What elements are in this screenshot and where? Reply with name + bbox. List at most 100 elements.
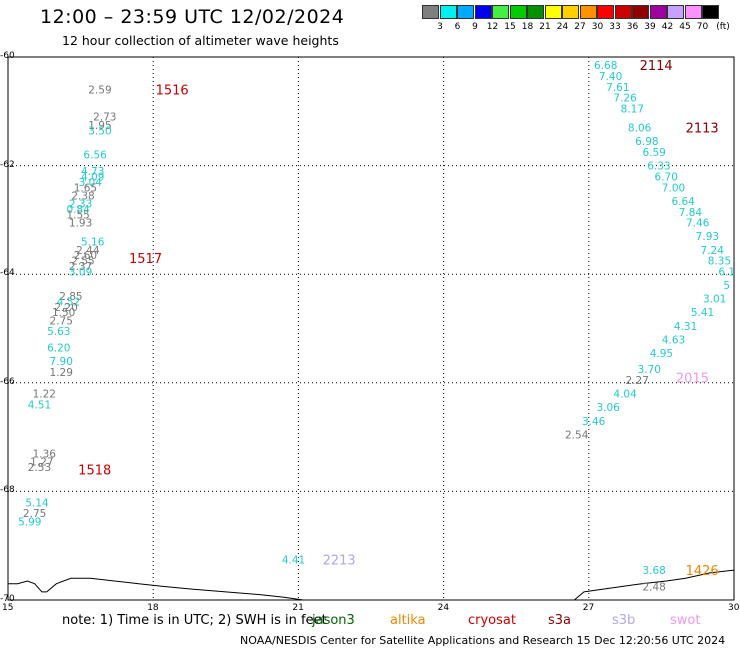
wave-height-label: 1.95 bbox=[88, 120, 111, 132]
wave-height-label: 2.59 bbox=[88, 85, 111, 97]
colorbar-tick: 6 bbox=[454, 22, 461, 32]
wave-height-label: 2.55 bbox=[71, 256, 94, 268]
wave-height-label: 2.53 bbox=[28, 462, 51, 474]
legend-item-altika: altika bbox=[390, 613, 426, 628]
wave-height-label: 3.06 bbox=[596, 402, 620, 414]
pass-time-label: 2113 bbox=[686, 122, 719, 137]
colorbar-tick: 42 bbox=[661, 22, 674, 32]
colorbar-cell bbox=[597, 5, 614, 19]
wave-height-label: 7.84 bbox=[679, 207, 703, 219]
wave-height-label: 7.24 bbox=[701, 245, 725, 257]
wave-height-label: 7.90 bbox=[50, 356, 73, 368]
colorbar-tick: 24 bbox=[556, 22, 569, 32]
wave-height-label: 5.41 bbox=[691, 307, 714, 319]
wave-height-label: 4.09 bbox=[81, 171, 104, 183]
wave-height-label: 8.35 bbox=[708, 256, 731, 268]
pass-time-label: 1517 bbox=[129, 252, 162, 267]
wave-height-label: 6.98 bbox=[635, 136, 658, 148]
wave-height-label: 1.27 bbox=[30, 457, 53, 469]
wave-height-label: 1.36 bbox=[33, 448, 57, 460]
wave-height-label: 2.85 bbox=[59, 291, 82, 303]
wave-height-label: 2.75 bbox=[50, 315, 73, 327]
wave-height-label: 5.99 bbox=[18, 516, 41, 528]
wave-height-label: 4.63 bbox=[662, 334, 685, 346]
map-subtitle: 12 hour collection of altimeter wave hei… bbox=[62, 33, 339, 48]
latitude-tick-label: -60 bbox=[0, 51, 15, 61]
longitude-tick-label: 21 bbox=[292, 603, 304, 613]
wave-height-label: 4.04 bbox=[613, 389, 637, 401]
wave-height-label: 5.16 bbox=[81, 237, 105, 249]
wave-height-label: 1.50 bbox=[52, 307, 75, 319]
wave-height-label: 3.04 bbox=[79, 177, 103, 189]
wave-height-label: 6.59 bbox=[642, 147, 665, 159]
wave-height-label: 2.75 bbox=[23, 508, 46, 520]
wave-height-label: 7.61 bbox=[606, 82, 629, 94]
pass-time-label: 2213 bbox=[323, 553, 356, 568]
coastline bbox=[8, 569, 735, 601]
map-title: 12:00 – 23:59 UTC 12/02/2024 bbox=[40, 6, 345, 28]
colorbar-cell bbox=[562, 5, 579, 19]
wave-height-label: 3.01 bbox=[703, 294, 726, 306]
colorbar-cell bbox=[544, 5, 562, 19]
colorbar-cell bbox=[579, 5, 597, 19]
colorbar-cell bbox=[632, 5, 649, 19]
wave-height-label: 7.40 bbox=[599, 71, 622, 83]
colorbar-tick: 18 bbox=[521, 22, 534, 32]
track-labels: 1516 1517 1518 2114 2113 2015 2213 1426 bbox=[78, 59, 719, 579]
colorbar-tick: 45 bbox=[679, 22, 691, 32]
map-frame bbox=[7, 56, 735, 601]
footer-credit: NOAA/NESDIS Center for Satellite Applica… bbox=[240, 634, 726, 647]
colorbar-cell bbox=[492, 5, 509, 19]
pass-time-label: 1426 bbox=[686, 564, 719, 579]
wave-height-label: 2.73 bbox=[93, 112, 116, 124]
wave-height-label: 1.65 bbox=[74, 182, 97, 194]
wave-height-label: 3.46 bbox=[582, 416, 606, 428]
wave-height-label: 7.93 bbox=[696, 231, 719, 243]
wave-height-label: 6.68 bbox=[594, 60, 617, 72]
pass-time-label: 1518 bbox=[78, 464, 111, 479]
legend-item-cryosat: cryosat bbox=[468, 613, 516, 628]
colorbar-tick: 3 bbox=[437, 22, 443, 32]
legend-item-s3a: s3a bbox=[548, 613, 572, 628]
wave-height-label: 1.55 bbox=[66, 209, 89, 221]
wave-height-label: 1.93 bbox=[69, 218, 92, 230]
wave-height-label: 2.37 bbox=[69, 261, 92, 273]
wave-height-label: 2.33 bbox=[69, 199, 92, 211]
longitude-tick-label: 24 bbox=[437, 603, 450, 613]
colorbar-cell bbox=[649, 5, 667, 19]
colorbar-tick: 9 bbox=[472, 22, 478, 32]
colorbar-tick: 15 bbox=[504, 22, 516, 32]
wave-height-label: 3.09 bbox=[69, 266, 92, 278]
wave-height-label: 8.17 bbox=[621, 104, 644, 116]
wave-height-label: 2.60 bbox=[74, 250, 97, 262]
colorbar-tick: 21 bbox=[539, 22, 551, 32]
pass-time-label: 2114 bbox=[640, 59, 673, 74]
colorbar-tick: 30 bbox=[591, 22, 604, 32]
longitude-tick-label: 30 bbox=[728, 603, 740, 613]
colorbar-tick: 39 bbox=[644, 22, 656, 32]
colorbar-cell bbox=[702, 5, 719, 19]
wave-height-label: 8.06 bbox=[628, 123, 652, 135]
wave-height-label: 7.46 bbox=[686, 218, 710, 230]
wave-height-label: 6.56 bbox=[83, 150, 107, 162]
colorbar-tick: 12 bbox=[486, 22, 499, 32]
wave-height-label: 1.22 bbox=[33, 389, 56, 401]
colorbar-unit: (ft) bbox=[716, 22, 730, 32]
colorbar-cell bbox=[667, 5, 684, 19]
wave-height-label: 6.20 bbox=[47, 343, 70, 355]
wave-height-label: 4.95 bbox=[650, 348, 673, 360]
wave-height-label: 3.50 bbox=[88, 125, 111, 137]
wave-height-label: 2.54 bbox=[565, 429, 589, 441]
pass-time-label: 1516 bbox=[156, 84, 189, 99]
wave-height-label: 7.00 bbox=[662, 182, 685, 194]
colorbar-tick: 70 bbox=[696, 22, 709, 32]
legend-item-jason3: jason3 bbox=[312, 613, 355, 628]
longitude-tick-label: 27 bbox=[582, 603, 595, 613]
colorbar-cell bbox=[684, 5, 702, 19]
pass-time-label: 2015 bbox=[676, 371, 709, 386]
wave-height-label: 2.44 bbox=[76, 245, 100, 257]
wave-height-label: 5.63 bbox=[47, 326, 70, 338]
wave-height-label: 4.73 bbox=[81, 166, 104, 178]
colorbar-tick: 36 bbox=[626, 22, 639, 32]
